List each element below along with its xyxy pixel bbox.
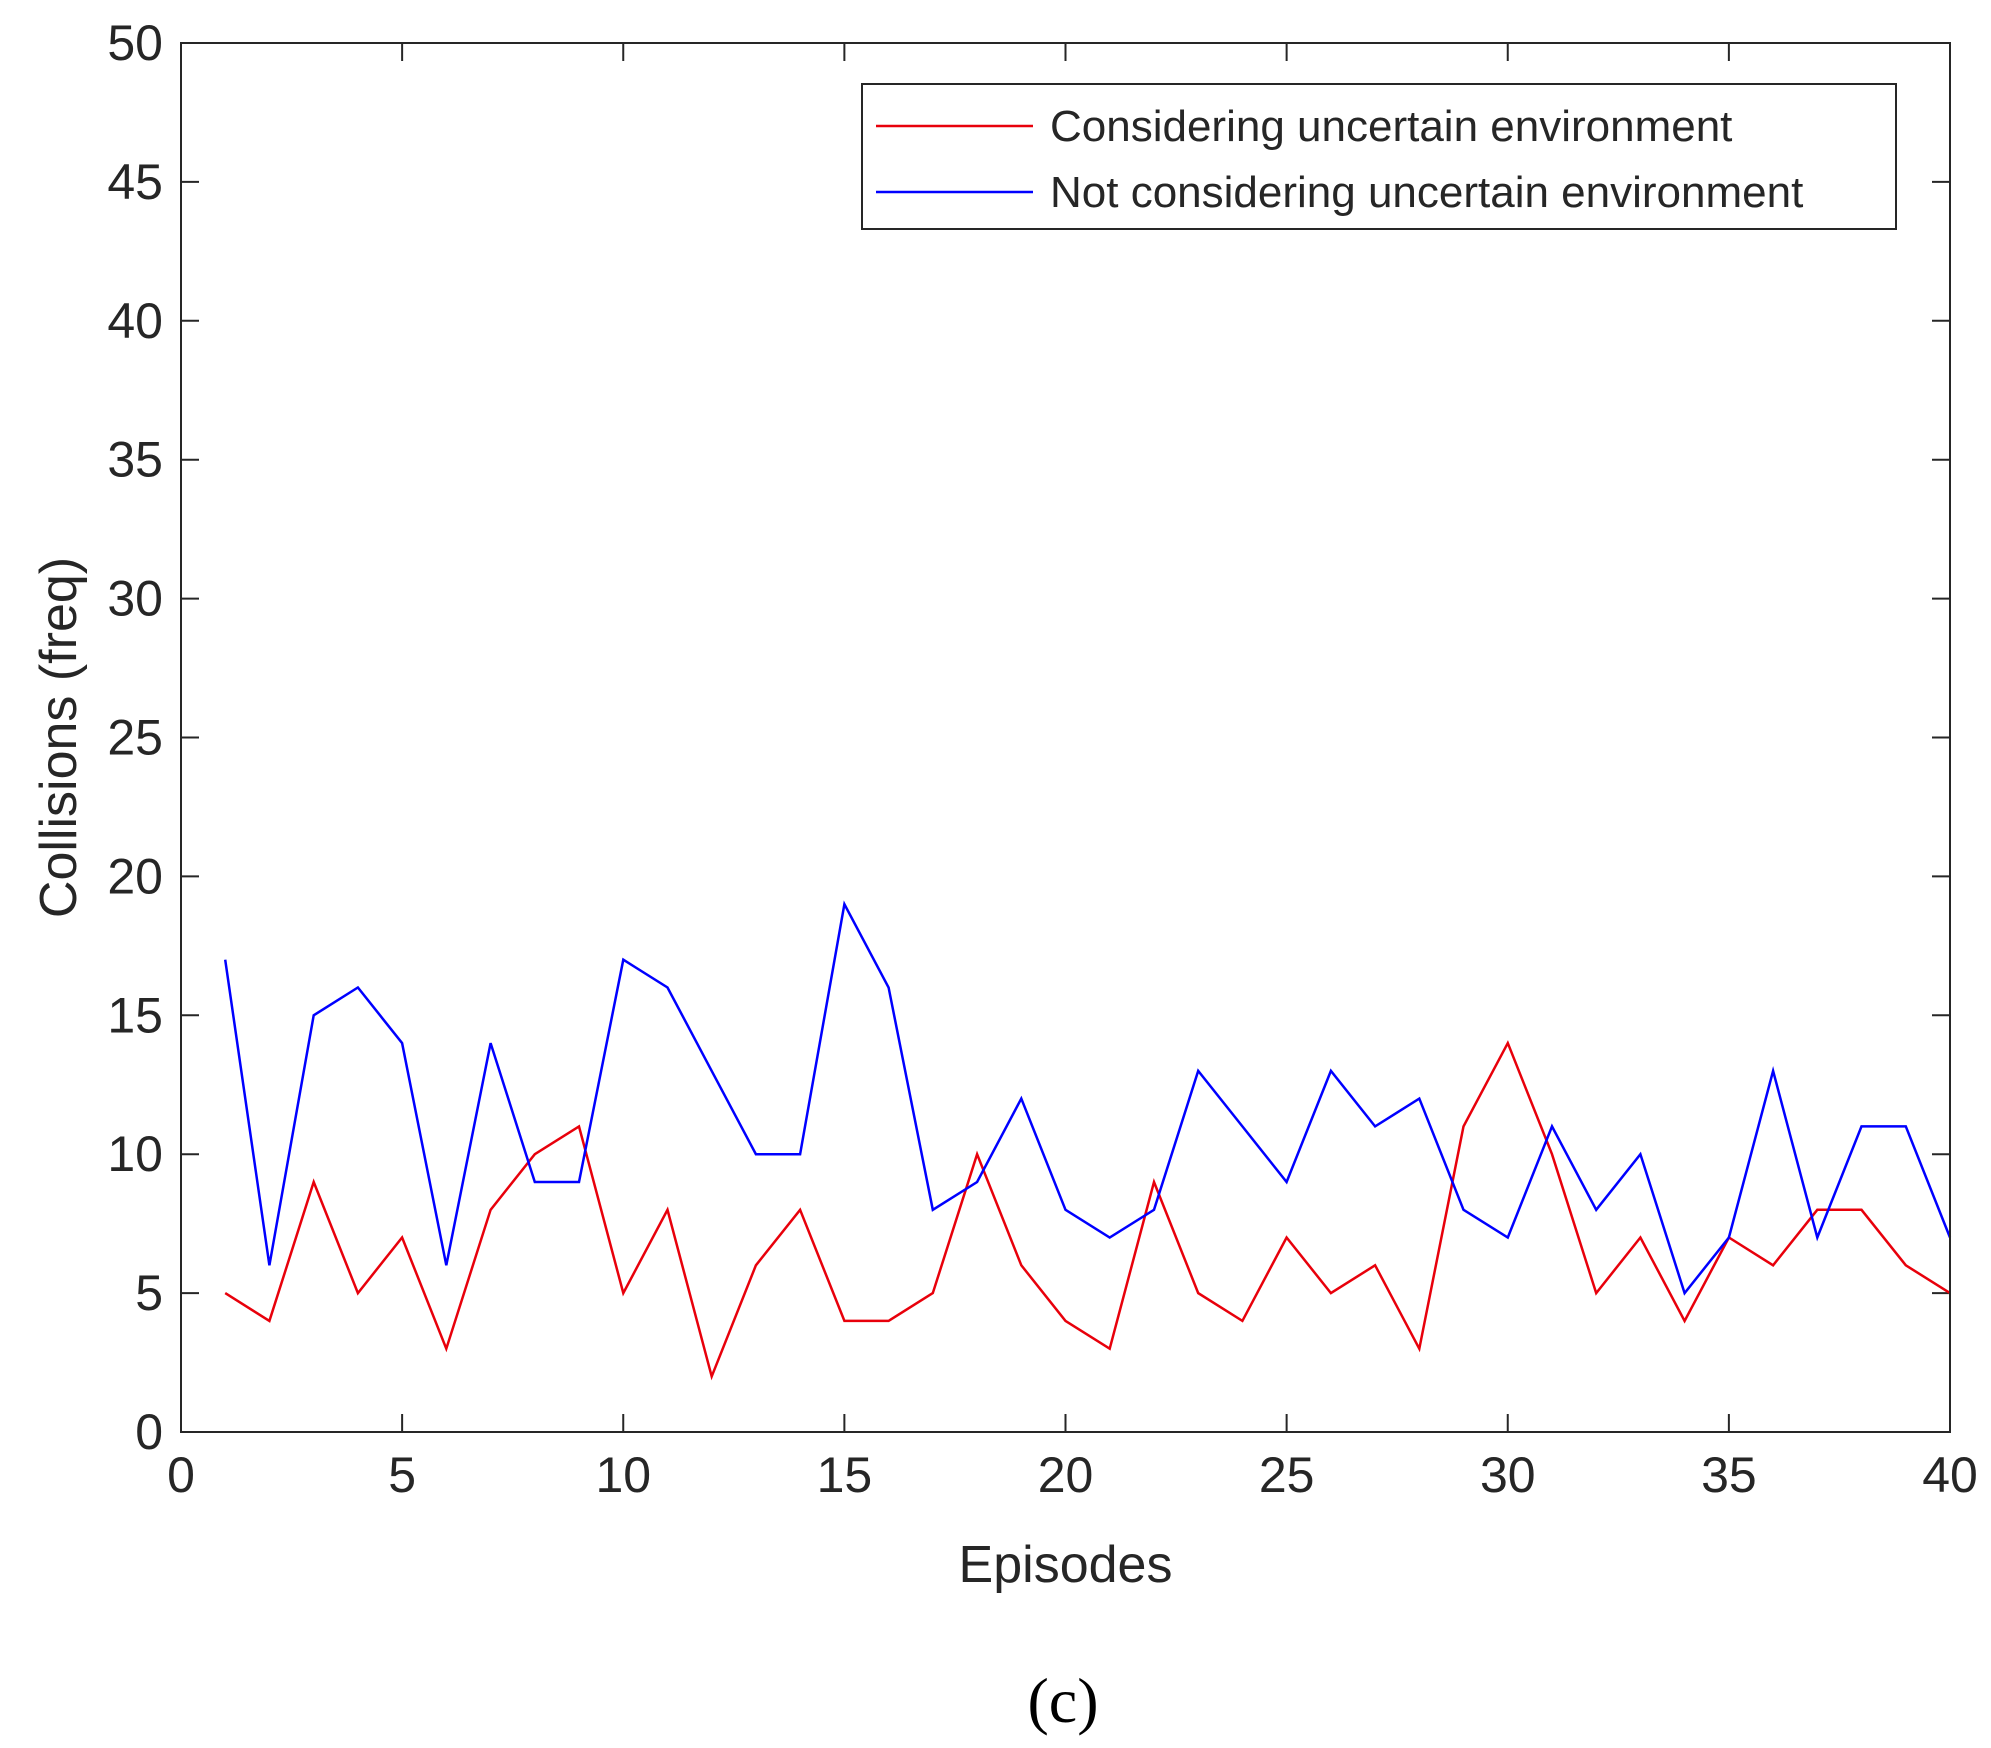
series-layer bbox=[223, 900, 1952, 1381]
series-line-not-considering bbox=[223, 900, 1952, 1296]
x-tick-label: 15 bbox=[817, 1447, 873, 1503]
y-tick-label: 45 bbox=[107, 154, 163, 210]
x-axis-label: Episodes bbox=[959, 1536, 1173, 1594]
panel-label: (c) bbox=[1027, 1665, 1098, 1736]
x-tick-label: 0 bbox=[167, 1447, 195, 1503]
x-tick-label: 20 bbox=[1038, 1447, 1094, 1503]
x-tick-label: 25 bbox=[1259, 1447, 1315, 1503]
y-tick-label: 0 bbox=[135, 1404, 163, 1460]
x-tick-label: 40 bbox=[1922, 1447, 1978, 1503]
y-tick-label: 35 bbox=[107, 432, 163, 488]
x-tick-label: 10 bbox=[595, 1447, 651, 1503]
y-axis-label: Collisions (freq) bbox=[30, 557, 88, 918]
legend-label-considering: Considering uncertain environment bbox=[1050, 102, 1732, 151]
y-tick-label: 15 bbox=[107, 987, 163, 1043]
y-tick-label: 5 bbox=[135, 1265, 163, 1321]
series-line-considering bbox=[224, 1040, 1951, 1381]
legend-box bbox=[861, 83, 1897, 230]
x-tick-label: 5 bbox=[388, 1447, 416, 1503]
x-tick-label: 30 bbox=[1480, 1447, 1536, 1503]
y-tick-label: 20 bbox=[107, 848, 163, 904]
y-tick-label: 25 bbox=[107, 710, 163, 766]
y-tick-label: 30 bbox=[107, 571, 163, 627]
x-tick-label: 35 bbox=[1701, 1447, 1757, 1503]
y-tick-label: 10 bbox=[107, 1126, 163, 1182]
y-axis-ticks: 0 5 10 15 20 25 30 35 40 45 50 bbox=[107, 15, 1950, 1460]
y-tick-label: 50 bbox=[107, 15, 163, 71]
x-axis-ticks: 0 5 10 15 20 25 30 35 40 bbox=[167, 43, 1978, 1503]
y-tick-label: 40 bbox=[107, 293, 163, 349]
plot-area-frame bbox=[180, 42, 1951, 1433]
legend-label-not-considering: Not considering uncertain environment bbox=[1050, 168, 1803, 217]
legend: Considering uncertain environment Not co… bbox=[861, 83, 1897, 230]
